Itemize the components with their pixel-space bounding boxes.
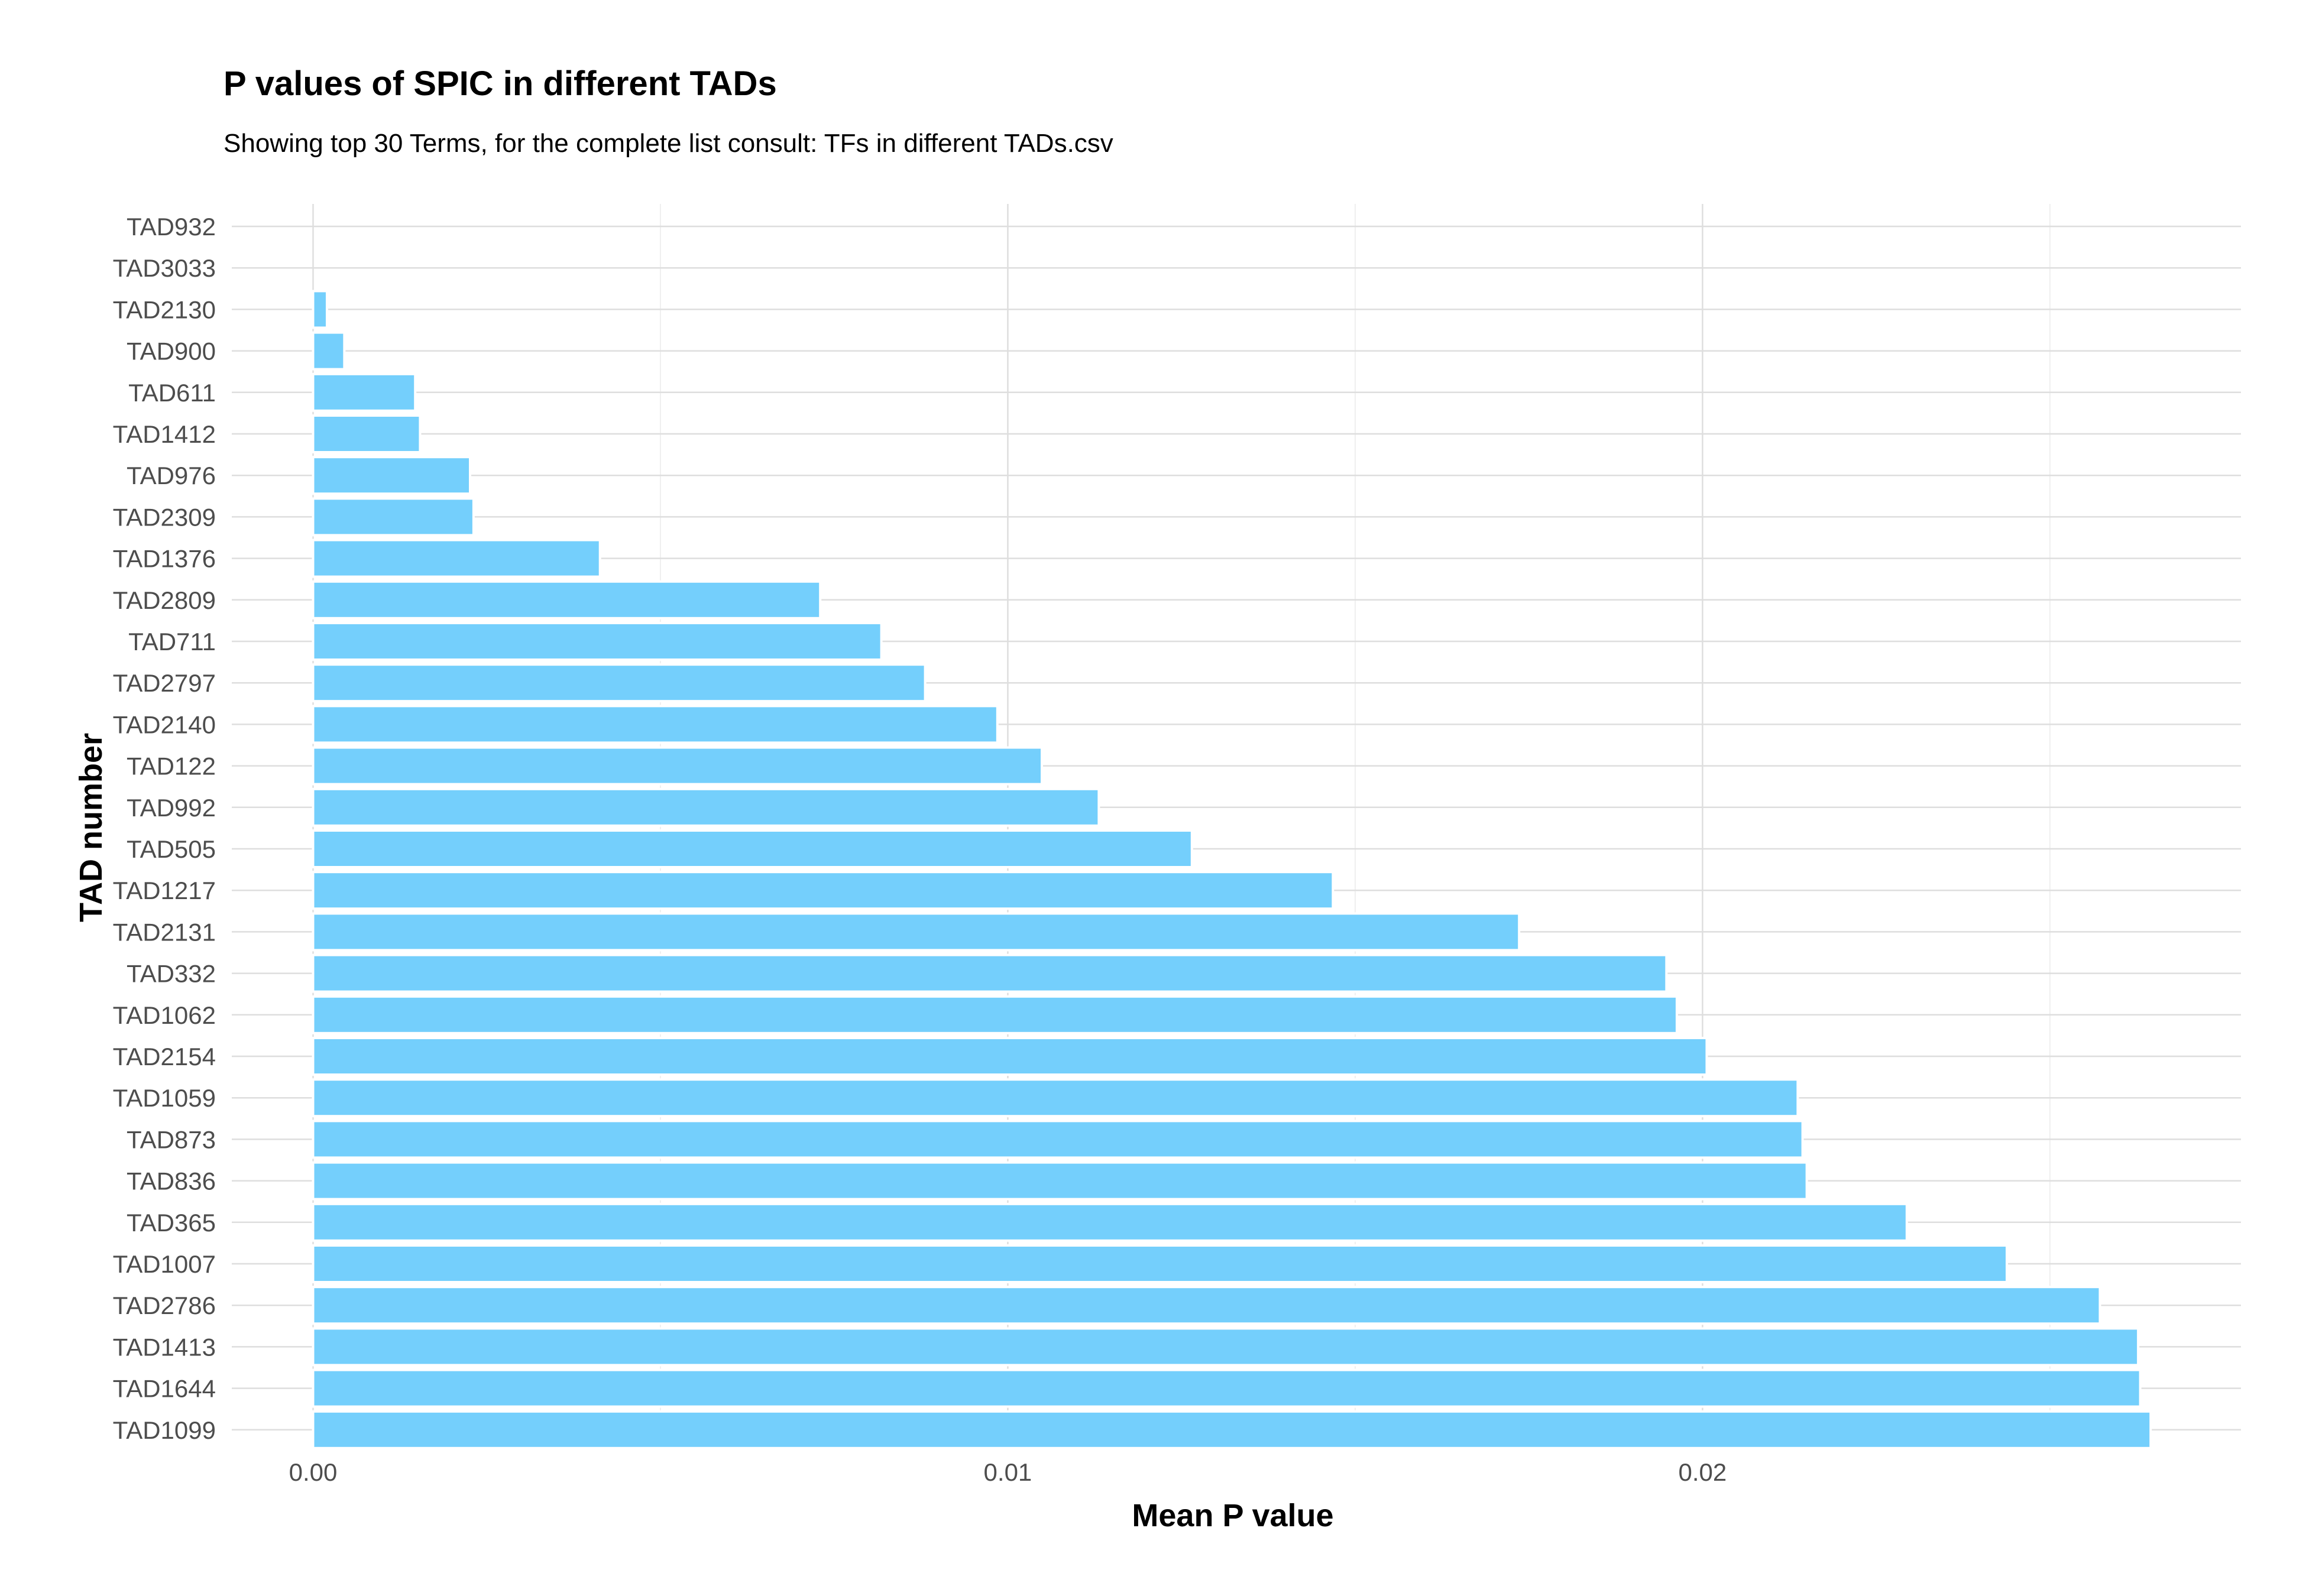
- bar-tad2131: [312, 912, 1521, 952]
- y-tick-label: TAD2130: [113, 296, 216, 323]
- bar-tad611: [312, 372, 417, 412]
- y-tick-label: TAD2797: [113, 669, 216, 697]
- x-tick-label: 0.01: [984, 1458, 1032, 1486]
- y-tick-label: TAD976: [127, 462, 216, 489]
- bar-tad992: [312, 787, 1100, 827]
- y-tick-label: TAD332: [127, 960, 216, 988]
- y-tick-label: TAD1413: [113, 1333, 216, 1361]
- y-tick-label: TAD1376: [113, 545, 216, 573]
- y-tick-label: TAD932: [127, 213, 216, 241]
- y-tick-label: TAD611: [128, 379, 216, 407]
- chart-subtitle: Showing top 30 Terms, for the complete l…: [224, 129, 1113, 158]
- chart-title: P values of SPIC in different TADs: [224, 64, 777, 103]
- bar-tad332: [312, 953, 1668, 993]
- x-axis-tick-labels: 0.00 0.01 0.02: [289, 1458, 1727, 1486]
- y-axis-title: TAD number: [73, 733, 109, 922]
- bar-tad505: [312, 829, 1193, 868]
- y-tick-label: TAD2786: [113, 1292, 216, 1319]
- bar-tad1217: [312, 871, 1335, 910]
- bar-tad2809: [312, 580, 822, 619]
- bar-tad2130: [312, 290, 328, 329]
- bars: [312, 290, 2152, 1449]
- bar-tad836: [312, 1161, 1808, 1201]
- bar-tad2309: [312, 497, 475, 537]
- y-tick-label: TAD992: [127, 794, 216, 822]
- bar-tad1644: [312, 1368, 2142, 1408]
- y-tick-label: TAD1062: [113, 1001, 216, 1029]
- y-tick-label: TAD836: [127, 1167, 216, 1195]
- y-tick-label: TAD3033: [113, 254, 216, 282]
- bar-tad2797: [312, 663, 927, 703]
- y-tick-label: TAD2154: [113, 1043, 216, 1071]
- y-tick-label: TAD365: [127, 1209, 216, 1237]
- bar-tad900: [312, 331, 346, 371]
- bar-tad1062: [312, 995, 1678, 1034]
- y-tick-label: TAD2309: [113, 503, 216, 531]
- bar-tad2154: [312, 1037, 1708, 1076]
- bar-tad2786: [312, 1286, 2101, 1325]
- y-tick-label: TAD873: [127, 1125, 216, 1153]
- y-tick-label: TAD1059: [113, 1084, 216, 1112]
- x-tick-label: 0.00: [289, 1458, 338, 1486]
- bar-tad2140: [312, 705, 999, 744]
- y-tick-label: TAD1412: [113, 420, 216, 448]
- y-tick-label: TAD1217: [113, 877, 216, 904]
- y-tick-label: TAD2140: [113, 711, 216, 738]
- y-tick-label: TAD122: [127, 752, 216, 780]
- bar-tad1007: [312, 1244, 2009, 1283]
- x-tick-label: 0.02: [1679, 1458, 1727, 1486]
- bar-tad1059: [312, 1078, 1799, 1118]
- y-tick-label: TAD1099: [113, 1416, 216, 1444]
- bar-tad122: [312, 746, 1044, 786]
- bar-tad1099: [312, 1410, 2152, 1449]
- y-tick-label: TAD2809: [113, 586, 216, 614]
- bar-tad976: [312, 456, 472, 495]
- bar-tad711: [312, 622, 883, 661]
- bar-tad873: [312, 1120, 1804, 1159]
- y-tick-label: TAD2131: [113, 918, 216, 946]
- y-tick-label: TAD1644: [113, 1375, 216, 1403]
- y-tick-label: TAD505: [127, 835, 216, 863]
- bar-tad365: [312, 1202, 1908, 1242]
- y-axis-tick-labels: TAD932 TAD3033 TAD2130 TAD900 TAD611 TAD1412 T…: [113, 213, 216, 1444]
- bar-tad1413: [312, 1327, 2140, 1367]
- y-tick-label: TAD711: [128, 628, 216, 656]
- bar-tad1412: [312, 414, 422, 453]
- y-tick-label: TAD900: [127, 338, 216, 365]
- x-axis-title: Mean P value: [1132, 1498, 1333, 1533]
- y-tick-label: TAD1007: [113, 1250, 216, 1278]
- bar-tad1376: [312, 539, 601, 578]
